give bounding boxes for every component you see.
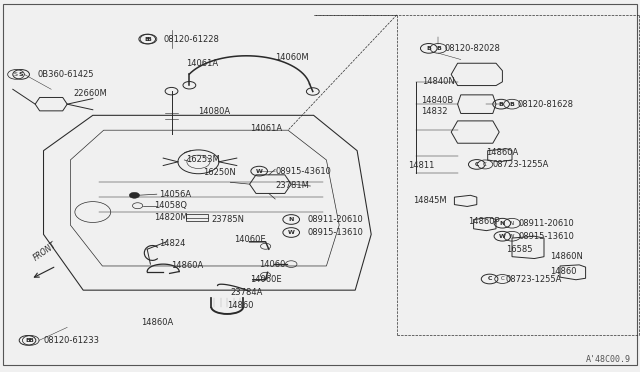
Text: 08915-13610: 08915-13610 xyxy=(518,232,574,241)
Text: 08723-1255A: 08723-1255A xyxy=(506,275,562,283)
Text: 14060E: 14060E xyxy=(250,275,281,283)
Text: C: C xyxy=(487,276,492,282)
Text: W: W xyxy=(288,230,294,235)
Text: 08915-13610: 08915-13610 xyxy=(307,228,363,237)
Text: 14840N: 14840N xyxy=(422,77,455,86)
Text: 14845M: 14845M xyxy=(413,196,447,205)
Text: 14060E: 14060E xyxy=(234,235,265,244)
Text: N: N xyxy=(500,221,505,226)
Text: B: B xyxy=(28,338,33,343)
Text: 08911-20610: 08911-20610 xyxy=(307,215,363,224)
Text: C: C xyxy=(483,162,487,167)
Text: 14860A: 14860A xyxy=(172,262,204,270)
Text: 14840B: 14840B xyxy=(421,96,453,105)
Text: 14061A: 14061A xyxy=(186,59,218,68)
Text: 14080A: 14080A xyxy=(198,107,230,116)
Text: 16585: 16585 xyxy=(506,245,532,254)
Text: A'48C00.9: A'48C00.9 xyxy=(586,355,630,364)
Text: 14832: 14832 xyxy=(421,107,447,116)
Text: 23785N: 23785N xyxy=(211,215,244,224)
Text: 14860A: 14860A xyxy=(486,148,518,157)
Text: 14824: 14824 xyxy=(159,239,185,248)
Text: S: S xyxy=(19,72,24,77)
Text: W: W xyxy=(509,234,515,239)
Text: S: S xyxy=(14,72,18,77)
Text: FRONT: FRONT xyxy=(31,240,58,262)
Text: 14860: 14860 xyxy=(550,267,577,276)
Text: 08915-43610: 08915-43610 xyxy=(275,167,331,176)
Text: C: C xyxy=(500,276,504,282)
Text: N: N xyxy=(289,217,294,222)
Text: 14860P: 14860P xyxy=(468,217,500,226)
Text: 16253M: 16253M xyxy=(186,155,220,164)
Text: B: B xyxy=(25,338,30,343)
Text: 14060M: 14060M xyxy=(275,53,309,62)
Text: B: B xyxy=(436,46,441,51)
Text: 22660M: 22660M xyxy=(74,89,108,97)
Text: 14860: 14860 xyxy=(227,301,253,310)
Text: B: B xyxy=(509,102,515,107)
Text: 14860A: 14860A xyxy=(141,318,173,327)
Text: B: B xyxy=(146,36,151,42)
Text: 14820M: 14820M xyxy=(154,213,188,222)
Text: 0B360-61425: 0B360-61425 xyxy=(37,70,93,79)
Text: 23781M: 23781M xyxy=(275,182,309,190)
Text: W: W xyxy=(499,234,506,239)
Text: 14058Q: 14058Q xyxy=(154,201,187,210)
Text: 08911-20610: 08911-20610 xyxy=(518,219,574,228)
Text: 14060: 14060 xyxy=(259,260,285,269)
Text: 14860N: 14860N xyxy=(550,252,583,261)
Text: 14811: 14811 xyxy=(408,161,435,170)
Text: B: B xyxy=(499,102,504,107)
Text: C: C xyxy=(474,162,479,167)
Text: 08120-81628: 08120-81628 xyxy=(517,100,573,109)
Text: N: N xyxy=(510,221,514,226)
Text: 16250N: 16250N xyxy=(204,169,236,177)
Text: 08120-82028: 08120-82028 xyxy=(445,44,500,53)
Text: B: B xyxy=(426,46,431,51)
Text: 23784A: 23784A xyxy=(230,288,263,296)
Text: 14056A: 14056A xyxy=(159,190,191,199)
Text: 14061A: 14061A xyxy=(250,124,282,133)
Text: 08120-61233: 08120-61233 xyxy=(44,336,100,345)
Text: W: W xyxy=(256,169,262,174)
Text: 08120-61228: 08120-61228 xyxy=(163,35,219,44)
Circle shape xyxy=(129,192,140,198)
Text: B: B xyxy=(145,36,150,42)
Text: 08723-1255A: 08723-1255A xyxy=(493,160,549,169)
